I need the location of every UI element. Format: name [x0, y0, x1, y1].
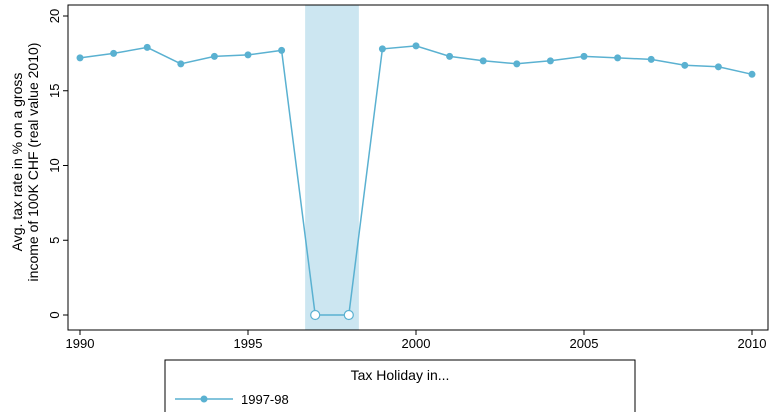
shade-layer — [305, 5, 359, 330]
x-tick-label-1990: 1990 — [66, 336, 95, 351]
y-tick-label-5: 5 — [47, 237, 62, 244]
y-tick-label-15: 15 — [47, 84, 62, 98]
data-point-2007 — [647, 55, 655, 63]
data-point-1990 — [76, 54, 84, 62]
legend-box — [164, 359, 636, 412]
data-point-1993 — [177, 60, 185, 68]
data-point-2003 — [513, 60, 521, 68]
data-point-2000 — [412, 42, 420, 50]
data-point-1994 — [210, 52, 218, 60]
legend-title: Tax Holiday in... — [351, 367, 450, 383]
data-point-1995 — [244, 51, 252, 59]
data-point-2010 — [748, 70, 756, 78]
x-tick-label-1995: 1995 — [234, 336, 263, 351]
y-tick-label-10: 10 — [47, 158, 62, 172]
data-point-1999 — [378, 45, 386, 53]
legend-swatch-marker — [200, 395, 208, 403]
legend-entry-label: 1997-98 — [241, 392, 289, 407]
data-point-1991 — [110, 49, 118, 57]
x-tick-label-2005: 2005 — [570, 336, 599, 351]
y-axis-label: Avg. tax rate in % on a gross income of … — [9, 43, 41, 282]
y-tick-label-0: 0 — [47, 311, 62, 318]
plot-frame — [67, 4, 769, 331]
legend: Tax Holiday in... 1997-98 — [164, 359, 636, 412]
axes: 1990 1995 2000 2005 2010 0 5 10 15 20 — [47, 4, 769, 351]
data-point-2008 — [681, 61, 689, 69]
data-point-2005 — [580, 52, 588, 60]
data-point-1997 — [310, 309, 321, 321]
y-tick-label-20: 20 — [47, 9, 62, 23]
y-axis-label-line-2: income of 100K CHF (real value 2010) — [25, 43, 41, 282]
y-axis-label-line-1: Avg. tax rate in % on a gross — [9, 73, 25, 252]
tax-holiday-shaded-region — [305, 5, 359, 330]
data-point-2002 — [479, 57, 487, 65]
data-point-2009 — [714, 63, 722, 71]
x-tick-label-2010: 2010 — [738, 336, 767, 351]
data-point-2001 — [446, 52, 454, 60]
series-line-1997-98 — [79, 45, 753, 316]
x-tick-label-2000: 2000 — [402, 336, 431, 351]
data-point-2004 — [546, 57, 554, 65]
series-layer — [76, 42, 756, 321]
data-point-2006 — [614, 54, 622, 62]
data-point-1998 — [343, 309, 354, 321]
data-point-1996 — [278, 46, 286, 54]
data-point-1992 — [143, 43, 151, 51]
